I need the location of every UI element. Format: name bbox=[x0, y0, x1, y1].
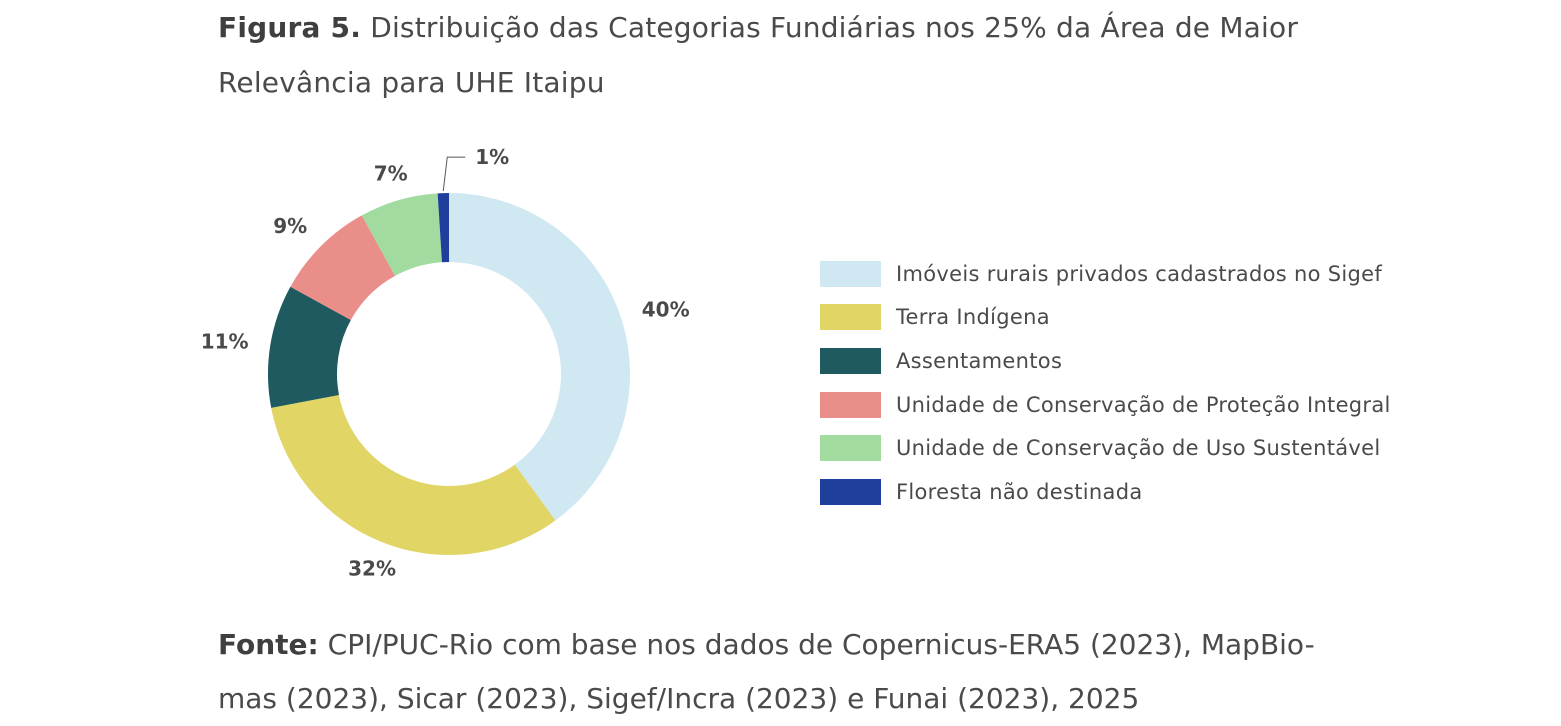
slice-assentamentos bbox=[268, 286, 351, 408]
value-label-unidade-de-conservacao-de-protecao-integral: 9% bbox=[273, 214, 307, 238]
chart-legend: Imóveis rurais privados cadastrados no S… bbox=[820, 252, 1391, 514]
legend-label: Imóveis rurais privados cadastrados no S… bbox=[896, 261, 1383, 286]
leader-line-floresta-nao-destinada bbox=[442, 156, 466, 192]
value-label-assentamentos: 11% bbox=[201, 329, 249, 353]
legend-swatch bbox=[820, 347, 881, 374]
source-label: Fonte: bbox=[218, 628, 319, 661]
legend-item-imoveis-rurais-privados-cadastrados-no-sigef: Imóveis rurais privados cadastrados no S… bbox=[820, 252, 1391, 296]
donut-chart: 40% 32% 11% 9% 7% 1% bbox=[201, 145, 690, 580]
figure-title-text: Distribuição das Categorias Fundiárias n… bbox=[370, 11, 1299, 44]
legend-swatch bbox=[820, 260, 881, 287]
figure-source: Fonte: CPI/PUC-Rio com base nos dados de… bbox=[218, 618, 1538, 726]
legend-item-assentamentos: Assentamentos bbox=[820, 339, 1391, 383]
source-text: CPI/PUC-Rio com base nos dados de Copern… bbox=[327, 628, 1315, 661]
figure-title-line-2: Relevância para UHE Itaipu bbox=[218, 66, 605, 99]
slice-terra-indigena bbox=[271, 394, 556, 556]
slice-unidade-de-conservacao-de-protecao-integral bbox=[290, 215, 396, 321]
figure-title-line-1: Figura 5. Distribuição das Categorias Fu… bbox=[218, 0, 1518, 55]
value-label-floresta-nao-destinada: 1% bbox=[475, 145, 509, 169]
legend-item-unidade-de-conservacao-de-protecao-integral: Unidade de Conservação de Proteção Integ… bbox=[820, 383, 1391, 427]
legend-swatch bbox=[820, 478, 881, 505]
legend-item-terra-indigena: Terra Indígena bbox=[820, 296, 1391, 340]
figure-title: Figura 5. Distribuição das Categorias Fu… bbox=[218, 0, 1518, 110]
figure-label: Figura 5. bbox=[218, 11, 362, 44]
slice-unidade-de-conservacao-de-uso-sustentavel bbox=[361, 193, 442, 276]
legend-label: Unidade de Conservação de Proteção Integ… bbox=[896, 392, 1391, 417]
legend-swatch bbox=[820, 435, 881, 462]
legend-swatch bbox=[820, 304, 881, 331]
legend-label: Unidade de Conservação de Uso Sustentáve… bbox=[896, 436, 1381, 461]
legend-label: Assentamentos bbox=[896, 348, 1063, 373]
value-label-unidade-de-conservacao-de-uso-sustentavel: 7% bbox=[374, 161, 408, 185]
source-line-2: mas (2023), Sicar (2023), Sigef/Incra (2… bbox=[218, 682, 1140, 715]
legend-item-floresta-nao-destinada: Floresta não destinada bbox=[820, 470, 1391, 514]
slice-imoveis-rurais-privados-cadastrados-no-sigef bbox=[449, 193, 631, 521]
legend-item-unidade-de-conservacao-de-uso-sustentavel: Unidade de Conservação de Uso Sustentáve… bbox=[820, 426, 1391, 470]
source-line-1: Fonte: CPI/PUC-Rio com base nos dados de… bbox=[218, 618, 1538, 672]
legend-label: Floresta não destinada bbox=[896, 479, 1143, 504]
legend-label: Terra Indígena bbox=[896, 305, 1050, 330]
value-label-imoveis-rurais-privados-cadastrados-no-sigef: 40% bbox=[642, 297, 690, 321]
slice-floresta-nao-destinada bbox=[437, 193, 449, 263]
value-label-terra-indigena: 32% bbox=[348, 556, 396, 580]
legend-swatch bbox=[820, 391, 881, 418]
